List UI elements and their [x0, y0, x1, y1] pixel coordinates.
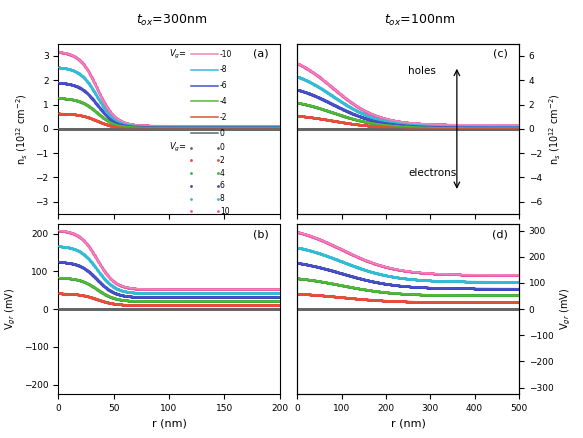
Text: holes: holes — [408, 67, 436, 76]
Text: -8: -8 — [220, 65, 227, 74]
Text: (c): (c) — [493, 49, 508, 59]
Text: (a): (a) — [253, 49, 269, 59]
Text: (b): (b) — [253, 229, 269, 239]
Text: -2: -2 — [220, 113, 227, 122]
Y-axis label: V$_{gr}$ (mV): V$_{gr}$ (mV) — [559, 288, 573, 330]
Text: $t_{ox}$=100nm: $t_{ox}$=100nm — [384, 13, 455, 28]
Y-axis label: n$_s$ (10$^{12}$ cm$^{-2}$): n$_s$ (10$^{12}$ cm$^{-2}$) — [547, 93, 563, 165]
Text: 0: 0 — [220, 129, 225, 138]
Y-axis label: n$_s$ (10$^{12}$ cm$^{-2}$): n$_s$ (10$^{12}$ cm$^{-2}$) — [15, 93, 30, 165]
Text: -4: -4 — [220, 97, 227, 106]
Text: (d): (d) — [492, 229, 508, 239]
Text: $t_{ox}$=300nm: $t_{ox}$=300nm — [136, 13, 208, 28]
Text: -10: -10 — [220, 49, 232, 59]
Text: $V_g$=: $V_g$= — [169, 141, 187, 154]
Text: $V_g$=: $V_g$= — [169, 48, 187, 61]
X-axis label: r (nm): r (nm) — [391, 418, 426, 428]
Text: 8: 8 — [220, 194, 224, 203]
Text: 6: 6 — [220, 181, 225, 191]
Text: 0: 0 — [220, 143, 225, 152]
Text: 4: 4 — [220, 169, 225, 177]
Text: 10: 10 — [220, 207, 230, 216]
Text: 2: 2 — [220, 156, 224, 165]
Text: -6: -6 — [220, 81, 227, 90]
X-axis label: r (nm): r (nm) — [152, 418, 187, 428]
Text: electrons: electrons — [408, 169, 456, 178]
Y-axis label: V$_{gr}$ (mV): V$_{gr}$ (mV) — [4, 288, 18, 330]
